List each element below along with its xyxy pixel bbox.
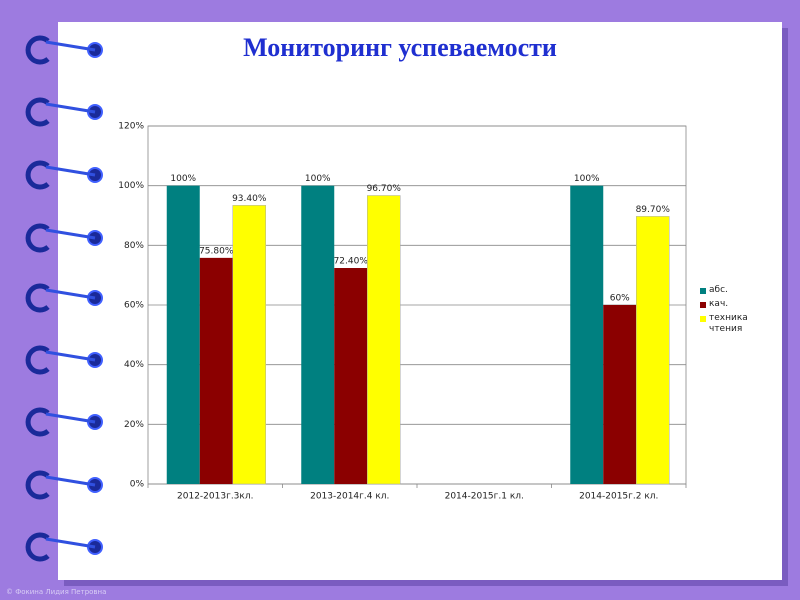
footer: © Фокина Лидия Петровна (6, 588, 106, 596)
legend-swatch (700, 302, 706, 308)
rings (25, 35, 103, 562)
ring (25, 470, 50, 500)
ring (25, 97, 50, 127)
legend-label: техника чтения (709, 313, 748, 334)
ring-wire (45, 537, 96, 549)
y-tick-label: 0% (130, 480, 145, 490)
ring (25, 283, 50, 313)
value-label: 89.70% (636, 205, 671, 215)
legend-label: абс. (709, 285, 728, 295)
ring-wire (45, 412, 96, 424)
bar (166, 185, 200, 484)
value-label: 72.40% (334, 257, 369, 267)
value-label: 100% (574, 174, 600, 184)
legend-swatch (700, 288, 706, 294)
ring-wire (45, 40, 96, 52)
ring (25, 532, 50, 562)
ring-wire (45, 350, 96, 362)
x-tick-label: 2013-2014г.4 кл. (310, 492, 389, 502)
legend-item: техника чтения (709, 313, 748, 334)
legend-item: абс. (709, 285, 728, 295)
value-label: 60% (610, 294, 630, 304)
x-tick-label: 2014-2015г.2 кл. (579, 492, 658, 502)
bar (199, 257, 233, 484)
bar (367, 195, 401, 485)
bar (334, 268, 368, 484)
y-tick-label: 80% (124, 241, 144, 251)
x-tick-label: 2014-2015г.1 кл. (445, 492, 524, 502)
y-tick-label: 100% (118, 181, 144, 191)
ring (25, 345, 50, 375)
y-tick-label: 120% (118, 122, 144, 132)
page-shadow (782, 28, 788, 586)
page-shadow (64, 580, 788, 586)
ring (25, 160, 50, 190)
ring-wire (45, 228, 96, 240)
ring (25, 35, 50, 65)
legend-label: кач. (709, 299, 729, 309)
ring (25, 407, 50, 437)
bar (570, 185, 604, 484)
ring-wire (45, 288, 96, 300)
y-tick-label: 40% (124, 360, 144, 370)
y-tick-label: 60% (124, 301, 144, 311)
bar (603, 305, 637, 484)
bar (232, 205, 266, 485)
ring-wire (45, 475, 96, 487)
bar (636, 216, 670, 485)
x-tick-label: 2012-2013г.3кл. (177, 492, 253, 502)
value-label: 96.70% (367, 184, 402, 194)
value-label: 100% (305, 174, 331, 184)
legend-item: кач. (709, 299, 729, 309)
legend-swatch (700, 316, 706, 322)
ring (25, 223, 50, 253)
page (58, 22, 782, 580)
ring-wire (45, 165, 96, 177)
ring-wire (45, 102, 96, 114)
slide-title: Мониторинг успеваемости (243, 33, 557, 62)
value-label: 93.40% (232, 194, 267, 204)
bar (301, 185, 335, 484)
value-label: 75.80% (199, 246, 234, 256)
chart: 0% 20% 40% 60% 80% 100% 120% 2012-2013г.3кл. 201… (118, 122, 748, 502)
y-tick-label: 20% (124, 420, 144, 430)
value-label: 100% (170, 174, 196, 184)
